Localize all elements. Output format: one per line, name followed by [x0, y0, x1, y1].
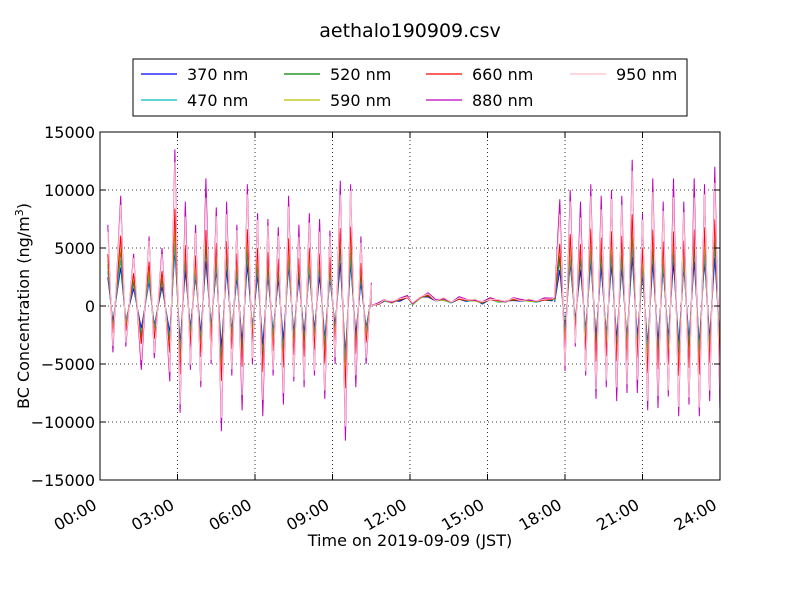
y-ticks: −15000 −10000 −5000 0 5000 10000 15000: [31, 123, 720, 490]
legend: 370 nm 470 nm 520 nm 590 nm 660 nm 880 nm 950 …: [132, 58, 688, 117]
legend-label-950-nm: 950 nm: [616, 65, 677, 84]
y-axis-label: BC Concentration (ng/m3): [13, 203, 33, 409]
legend-label-470-nm: 470 nm: [187, 91, 248, 110]
legend-label-880-nm: 880 nm: [472, 91, 533, 110]
y-axis-label-main: BC Concentration (ng/m: [14, 216, 33, 409]
legend-label-370-nm: 370 nm: [187, 65, 248, 84]
x-tick-label-3: 09:00: [283, 495, 332, 535]
legend-label-520-nm: 520 nm: [330, 65, 391, 84]
y-tick-label-3: 0: [85, 297, 95, 316]
y-tick-label-0: −15000: [31, 471, 95, 490]
x-tick-label-8: 24:00: [671, 495, 720, 535]
x-tick-label-7: 21:00: [593, 495, 642, 535]
y-axis-label-superscript: 3: [13, 209, 26, 216]
y-tick-label-6: 15000: [44, 123, 95, 142]
legend-label-590-nm: 590 nm: [330, 91, 391, 110]
y-axis-label-close: ): [14, 203, 33, 209]
x-tick-label-5: 15:00: [438, 495, 487, 535]
x-tick-label-4: 12:00: [361, 495, 410, 535]
y-tick-label-2: −5000: [41, 355, 95, 374]
chart-title: aethalo190909.csv: [319, 20, 501, 42]
x-tick-label-6: 18:00: [516, 495, 565, 535]
y-tick-label-1: −10000: [31, 413, 95, 432]
series-lines: [107, 149, 721, 441]
y-tick-label-5: 10000: [44, 181, 95, 200]
legend-box: [132, 58, 688, 117]
x-tick-label-1: 03:00: [128, 495, 177, 535]
grid: [100, 132, 720, 480]
x-tick-label-0: 00:00: [51, 495, 100, 535]
x-tick-label-2: 06:00: [206, 495, 255, 535]
y-tick-label-4: 5000: [54, 239, 95, 258]
legend-label-660-nm: 660 nm: [472, 65, 533, 84]
series-line-950-nm: [107, 161, 721, 427]
x-axis-label: Time on 2019-09-09 (JST): [307, 531, 512, 550]
plot-area: 00:00 03:00 06:00 09:00 12:00 15:00 18:00 21:00…: [31, 123, 721, 535]
